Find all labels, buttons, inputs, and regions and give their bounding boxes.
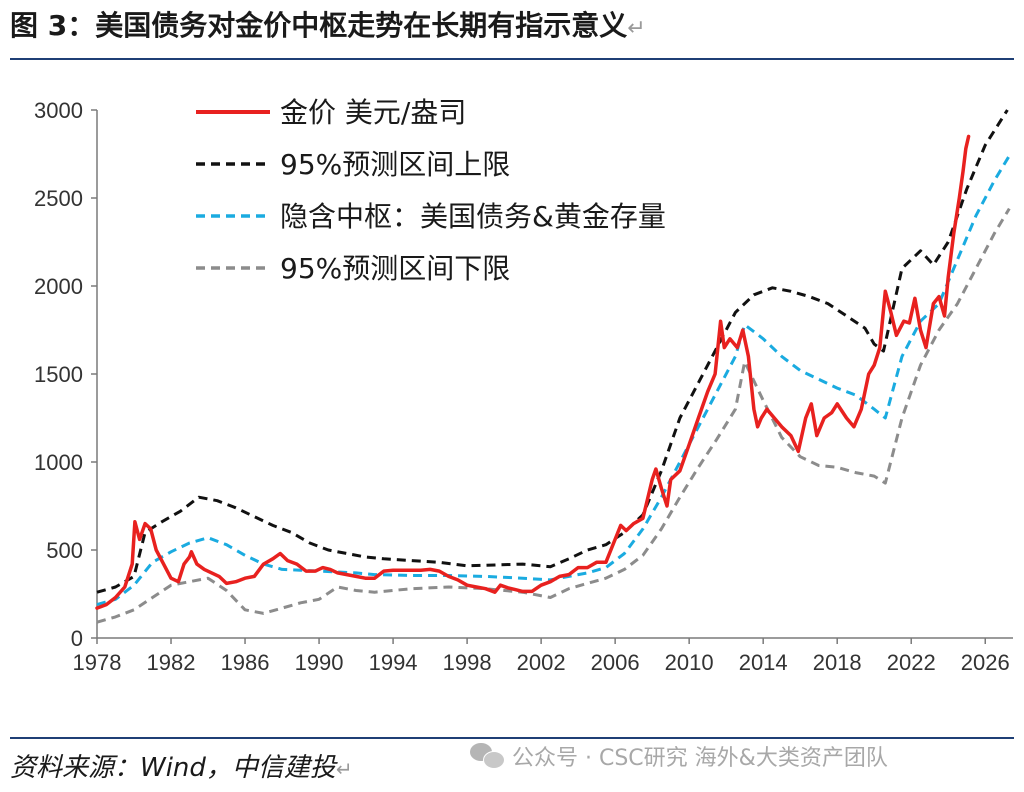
- figure-title: 图 3：美国债务对金价中枢走势在长期有指示意义↵: [10, 4, 646, 44]
- return-mark-icon: ↵: [335, 757, 353, 781]
- legend-label-1: 95%预测区间上限: [280, 148, 510, 181]
- y-tick-label: 2500: [34, 186, 83, 211]
- y-tick-label: 3000: [34, 98, 83, 123]
- x-tick-label: 1978: [73, 650, 122, 675]
- watermark: 公众号 · CSC研究 海外&大类资产团队: [470, 737, 888, 775]
- source-divider: [10, 737, 1014, 739]
- x-tick-label: 2018: [813, 650, 862, 675]
- y-tick-label: 2000: [34, 274, 83, 299]
- x-tick-label: 1986: [221, 650, 270, 675]
- legend-label-0: 金价 美元/盎司: [280, 96, 466, 129]
- title-divider: [10, 58, 1014, 60]
- x-tick-label: 1994: [369, 650, 418, 675]
- figure-title-text: 图 3：美国债务对金价中枢走势在长期有指示意义: [10, 9, 628, 42]
- x-tick-label: 1982: [147, 650, 196, 675]
- return-mark-icon: ↵: [627, 16, 646, 41]
- gold-price-chart: 0 500 1000 1500 2000 2500 3000 1978 1982 1986 1990…: [34, 96, 1013, 675]
- legend-label-3: 95%预测区间下限: [280, 252, 510, 285]
- x-tick-label: 2022: [887, 650, 936, 675]
- x-tick-label: 2006: [591, 650, 640, 675]
- series-line-1: [96, 109, 1009, 594]
- y-tick-label: 1000: [34, 450, 83, 475]
- series-line-0: [95, 134, 971, 610]
- y-tick-label: 500: [46, 538, 83, 563]
- x-tick-label: 2002: [517, 650, 566, 675]
- series-line-2: [96, 155, 1011, 607]
- source-note: 资料来源：Wind，中信建投↵: [10, 747, 353, 784]
- series-line-3: [96, 207, 1011, 624]
- y-tick-label: 0: [71, 626, 83, 651]
- x-tick-label: 2014: [739, 650, 788, 675]
- y-tick-label: 1500: [34, 362, 83, 387]
- x-tick-label: 1998: [443, 650, 492, 675]
- x-tick-label: 2010: [665, 650, 714, 675]
- wechat-icon: [470, 743, 505, 769]
- source-text: 资料来源：Wind，中信建投: [10, 753, 336, 783]
- x-tick-label: 2026: [961, 650, 1010, 675]
- watermark-text: 公众号 · CSC研究 海外&大类资产团队: [512, 746, 888, 771]
- x-tick-label: 1990: [295, 650, 344, 675]
- legend-label-2: 隐含中枢：美国债务&黄金存量: [280, 200, 666, 233]
